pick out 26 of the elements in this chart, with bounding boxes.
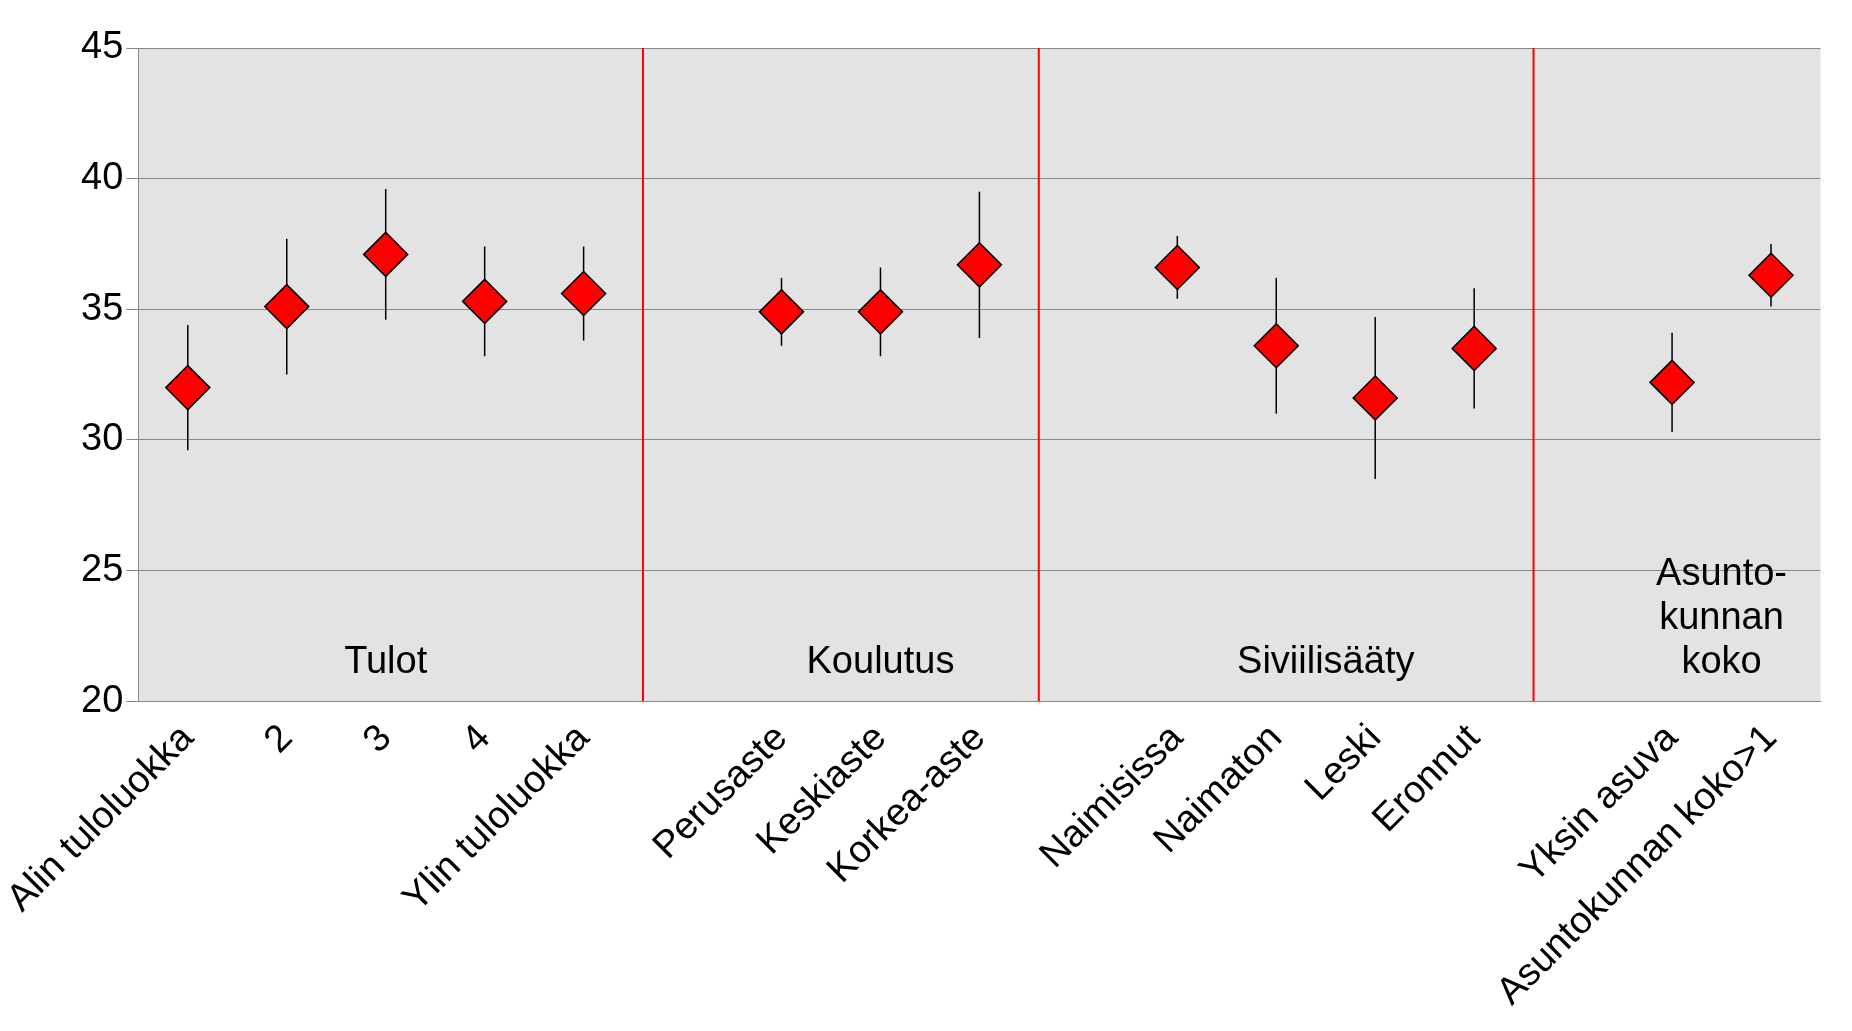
point xyxy=(857,289,904,335)
point xyxy=(1253,323,1300,369)
x-tick-label: 3 xyxy=(354,715,399,761)
point xyxy=(1451,325,1497,372)
annotation: Koulutus xyxy=(806,638,955,681)
point xyxy=(1748,252,1794,299)
annotation: Asunto- kunnan koko xyxy=(1656,550,1788,681)
x-tick-label: 2 xyxy=(255,715,300,761)
point xyxy=(1154,244,1201,291)
point xyxy=(461,278,508,325)
point xyxy=(560,270,607,317)
point xyxy=(1352,375,1398,421)
annotation: Tulot xyxy=(344,638,428,681)
point xyxy=(264,283,310,330)
y-tick-label: 25 xyxy=(81,546,124,589)
y-tick-label: 35 xyxy=(81,285,124,328)
y-tick-label: 20 xyxy=(81,677,124,720)
y-tick-label: 45 xyxy=(81,24,124,67)
y-tick-label: 30 xyxy=(81,416,124,459)
point xyxy=(1649,359,1695,406)
point xyxy=(956,242,1003,288)
y-tick-label: 40 xyxy=(81,155,124,198)
point xyxy=(362,231,409,278)
annotation: Siviilisääty xyxy=(1237,638,1415,681)
point xyxy=(165,364,211,411)
point xyxy=(758,289,805,335)
